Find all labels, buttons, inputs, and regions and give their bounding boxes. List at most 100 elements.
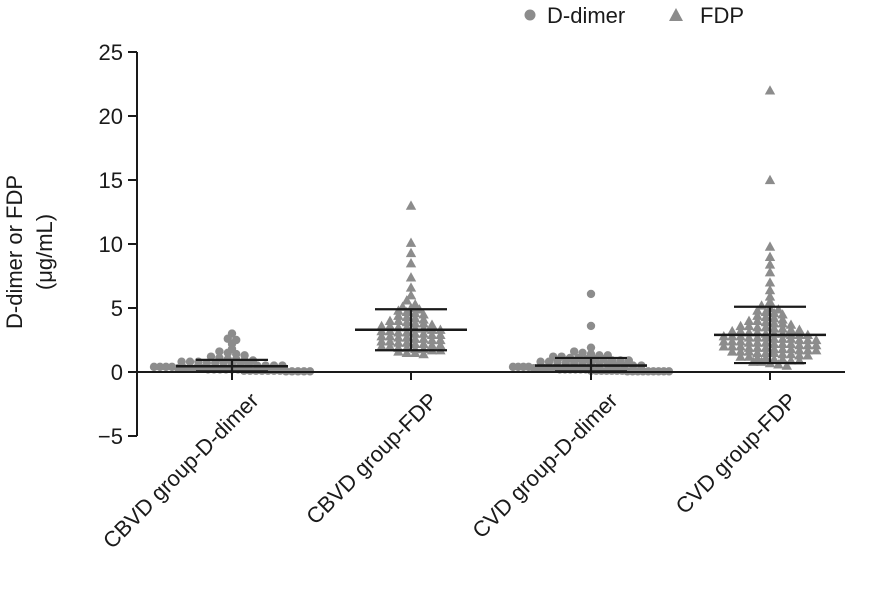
data-point-triangle: [405, 237, 417, 247]
y-tick-label: 25: [99, 40, 123, 65]
data-point-triangle: [384, 341, 396, 351]
data-point-triangle: [405, 200, 417, 210]
data-point-triangle: [802, 339, 813, 350]
data-point-triangle: [752, 342, 763, 352]
data-point-triangle: [777, 318, 788, 328]
data-point-triangle: [405, 290, 417, 300]
data-point-triangle: [794, 345, 805, 355]
y-tick-label: −5: [98, 424, 123, 449]
data-point-triangle: [376, 336, 387, 346]
legend-label-d-dimer: D-dimer: [547, 3, 625, 28]
data-point-triangle: [410, 333, 421, 343]
data-point-triangle: [802, 350, 813, 360]
y-tick-label: 15: [99, 168, 123, 193]
data-point-triangle: [760, 337, 771, 347]
data-point-triangle: [410, 313, 421, 323]
data-point-circle: [215, 347, 224, 356]
data-point-triangle: [435, 339, 446, 350]
data-point-triangle: [418, 348, 429, 359]
data-point-triangle: [401, 311, 412, 322]
data-point-triangle: [405, 247, 417, 258]
data-point-triangle: [769, 313, 780, 323]
data-point-triangle: [743, 346, 755, 356]
data-point-triangle: [401, 306, 412, 316]
data-point-triangle: [727, 336, 738, 346]
data-point-triangle: [435, 334, 446, 345]
data-point-triangle: [752, 347, 763, 357]
data-point-triangle: [764, 266, 776, 277]
y-axis-title-line2: (μg/mL): [32, 214, 57, 290]
data-point-triangle: [401, 295, 412, 305]
data-point-triangle: [777, 348, 788, 359]
data-point-triangle: [794, 334, 805, 345]
axes: −5 0 5 10 15 20 25 CBVD group-D-dimer CBVD group…: [98, 40, 845, 553]
data-point-triangle: [794, 324, 805, 334]
data-point-circle: [586, 321, 596, 331]
data-point-triangle: [743, 351, 755, 361]
data-point-circle: [544, 357, 554, 366]
data-point-circle: [586, 289, 596, 299]
data-point-triangle: [393, 310, 404, 320]
y-tick-label: 20: [99, 104, 123, 129]
data-point-triangle: [735, 346, 746, 356]
y-axis-title-line1: D-dimer or FDP: [2, 175, 27, 329]
data-point-triangle: [426, 329, 438, 340]
data-point-triangle: [727, 325, 738, 336]
data-point-triangle: [777, 309, 788, 319]
data-point-triangle: [743, 337, 755, 347]
data-point-triangle: [735, 341, 746, 351]
data-point-triangle: [752, 332, 763, 342]
data-point-triangle: [718, 341, 729, 351]
data-point-triangle: [426, 334, 438, 345]
data-point-triangle: [727, 346, 738, 356]
data-point-triangle: [743, 315, 755, 325]
x-tick-label: CVD group-FDP: [671, 388, 802, 519]
data-point-circle: [223, 348, 232, 357]
data-point-triangle: [426, 339, 438, 350]
data-point-triangle: [418, 328, 429, 338]
data-point-triangle: [410, 307, 421, 318]
data-point-triangle: [777, 338, 788, 348]
data-point-triangle: [764, 284, 776, 295]
legend-marker-d-dimer: [524, 9, 536, 21]
data-point-triangle: [401, 337, 412, 347]
data-point-triangle: [401, 327, 412, 337]
data-point-triangle: [401, 316, 412, 327]
data-point-triangle: [384, 315, 396, 325]
data-point-triangle: [393, 332, 404, 342]
data-point-triangle: [384, 330, 396, 341]
data-point-triangle: [752, 310, 763, 320]
data-point-triangle: [764, 277, 776, 287]
data-point-triangle: [760, 311, 771, 322]
data-point-triangle: [405, 272, 417, 282]
data-point-circle: [570, 347, 579, 356]
data-point-triangle: [769, 307, 780, 318]
data-point-triangle: [401, 332, 412, 342]
data-point-triangle: [376, 341, 387, 351]
data-point-triangle: [410, 347, 421, 357]
data-point-triangle: [802, 334, 813, 345]
data-point-triangle: [410, 318, 421, 328]
data-point-triangle: [752, 315, 763, 325]
data-point-triangle: [376, 330, 387, 341]
data-point-triangle: [405, 258, 417, 268]
data-point-triangle: [418, 333, 429, 343]
data-point-triangle: [769, 338, 780, 348]
data-point-triangle: [764, 291, 776, 301]
data-point-triangle: [760, 347, 771, 357]
data-point-triangle: [393, 327, 404, 337]
data-point-triangle: [769, 333, 780, 343]
y-axis-title: D-dimer or FDP (μg/mL): [2, 175, 57, 329]
data-point-triangle: [764, 174, 776, 185]
data-point-circle: [177, 357, 186, 366]
data-point-triangle: [743, 320, 755, 331]
data-point-triangle: [376, 320, 387, 331]
legend-marker-fdp: [669, 8, 683, 21]
data-point-circle: [185, 357, 195, 366]
data-point-triangle: [777, 343, 788, 354]
data-point-triangle: [785, 324, 797, 334]
data-point-triangle: [777, 354, 788, 364]
plot-area: [149, 85, 826, 376]
data-point-triangle: [785, 338, 797, 348]
